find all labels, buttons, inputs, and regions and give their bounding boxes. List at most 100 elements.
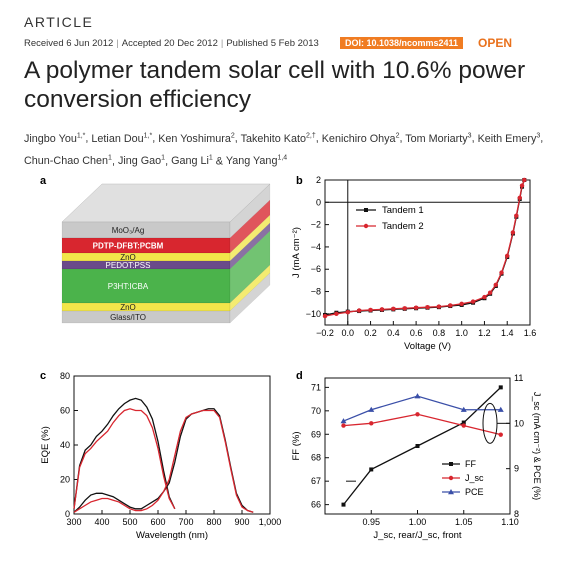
data-point (493, 282, 499, 288)
series-line (73, 397, 176, 510)
author-name[interactable]: Jing Gao1 (117, 154, 166, 168)
layer-label: MoO₃/Ag (112, 226, 145, 235)
y-right-tick-label: 11 (514, 373, 523, 383)
data-point (334, 311, 339, 317)
data-point (448, 303, 453, 308)
article-title: A polymer tandem solar cell with 10.6% p… (24, 57, 526, 113)
data-point (413, 305, 419, 310)
data-point (322, 313, 328, 319)
x-tick-label: 900 (234, 517, 249, 527)
y-tick-label: 69 (311, 429, 321, 439)
layer-label: PEDOT:PSS (106, 261, 151, 270)
y-axis-label: J (mA cm⁻²) (291, 227, 302, 278)
y-tick-label: 71 (311, 382, 321, 392)
author-name[interactable]: Tom Moriarty3 (405, 132, 472, 145)
layer-front (61, 310, 231, 324)
series-line (343, 413, 501, 436)
author-name[interactable]: Ken Yoshimura2 (158, 132, 235, 145)
y-tick-label: 0 (316, 197, 321, 207)
data-point (519, 183, 525, 188)
panel-letter-b: b (296, 175, 303, 187)
data-point (482, 294, 487, 300)
data-point (341, 502, 346, 507)
author-separator: , (152, 132, 159, 145)
data-point (510, 230, 516, 235)
x-tick-label: 1.6 (524, 328, 537, 338)
x-tick-label: 1.05 (455, 517, 473, 527)
author-name[interactable]: Yang Yang1,4 (225, 154, 288, 168)
x-tick-label: 300 (66, 517, 81, 527)
layer-front (61, 302, 231, 312)
y-right-axis-label: J_sc (mA cm⁻²) & PCE (%) (532, 392, 542, 500)
author-name[interactable]: Jingbo You1,* (24, 132, 86, 145)
x-tick-label: 600 (150, 517, 165, 527)
y-right-tick-label: 8 (514, 509, 519, 519)
author-name[interactable]: Chun-Chao Chen1 (24, 154, 112, 168)
x-tick-label: 0.4 (387, 328, 400, 338)
received-date: Received 6 Jun 2012 (24, 38, 114, 49)
chart-panel-c: 300 400 500 600 700 800 900 1,000 0 20 40 60 80 Wavel… (40, 371, 281, 541)
data-point (448, 489, 454, 495)
data-point (499, 270, 504, 275)
data-point (487, 290, 493, 295)
panel-letter-a: a (40, 175, 47, 187)
y-tick-label: −4 (311, 242, 321, 252)
y-tick-label: −8 (311, 287, 321, 297)
data-point (498, 385, 503, 390)
separator: | (116, 38, 119, 49)
layer-label: Glass/ITO (110, 313, 146, 322)
chart-panel-b: −0.2 0.0 0.2 0.4 0.6 0.8 1.0 1.2 1.4 1.6 −10 −8 −6 −4… (291, 175, 536, 352)
y-tick-label: 66 (311, 500, 321, 510)
article-label: ARTICLE (24, 14, 94, 30)
data-point (517, 195, 522, 201)
data-point (461, 423, 466, 428)
author-affiliation: 1,* (76, 132, 86, 139)
data-point (514, 213, 519, 218)
data-point (436, 304, 442, 309)
y-axis-label: FF (%) (291, 431, 302, 460)
x-tick-label: 0.8 (433, 328, 446, 338)
data-point (368, 406, 375, 412)
x-tick-label: 1.10 (501, 517, 519, 527)
data-point (470, 299, 476, 304)
data-point (448, 475, 454, 481)
data-point (369, 467, 374, 472)
data-point (340, 418, 347, 424)
legend-label: J_sc (465, 473, 484, 483)
layer-label: P3HT:ICBA (108, 282, 149, 291)
author-name[interactable]: Letian Dou1,* (91, 132, 153, 145)
data-point (341, 423, 346, 428)
x-axis-label: Voltage (V) (404, 341, 451, 352)
y-tick-label: 0 (65, 509, 70, 519)
data-point (345, 309, 350, 315)
publication-dates: Received 6 Jun 2012 | Accepted 20 Dec 2012… (24, 38, 319, 49)
y-tick-label: 60 (60, 406, 70, 416)
author-name[interactable]: Takehito Kato2,† (240, 132, 316, 145)
series-line (73, 408, 176, 510)
author-name[interactable]: Gang Li1 (171, 154, 213, 168)
author-affiliation: 2,† (306, 132, 316, 139)
x-tick-label: 1.4 (501, 328, 514, 338)
x-tick-label: 0.6 (410, 328, 423, 338)
plot-frame (324, 179, 531, 326)
published-date: Published 5 Feb 2013 (226, 38, 319, 49)
author-name[interactable]: Keith Emery3 (477, 132, 541, 145)
data-point (391, 306, 396, 312)
y-axis-label: EQE (%) (40, 426, 51, 463)
y-tick-label: 2 (316, 175, 321, 185)
data-point (415, 444, 420, 448)
accepted-date: Accepted 20 Dec 2012 (121, 38, 218, 49)
layer-label: ZnO (120, 253, 136, 262)
y-tick-label: −10 (306, 309, 321, 319)
x-tick-label: 1.00 (409, 517, 427, 527)
x-axis-label: J_sc, rear/J_sc, front (373, 530, 462, 541)
author-separator: , (399, 132, 406, 145)
legend-label: Tandem 1 (382, 205, 424, 216)
data-point (363, 223, 369, 229)
y-tick-label: 40 (60, 440, 70, 450)
doi-link[interactable]: DOI: 10.1038/ncomms2411 (340, 37, 464, 49)
series-line (73, 409, 254, 513)
author-name[interactable]: Kenichiro Ohya2 (321, 132, 400, 145)
legend-label: PCE (465, 487, 484, 497)
author-affiliation: 2 (230, 132, 235, 139)
